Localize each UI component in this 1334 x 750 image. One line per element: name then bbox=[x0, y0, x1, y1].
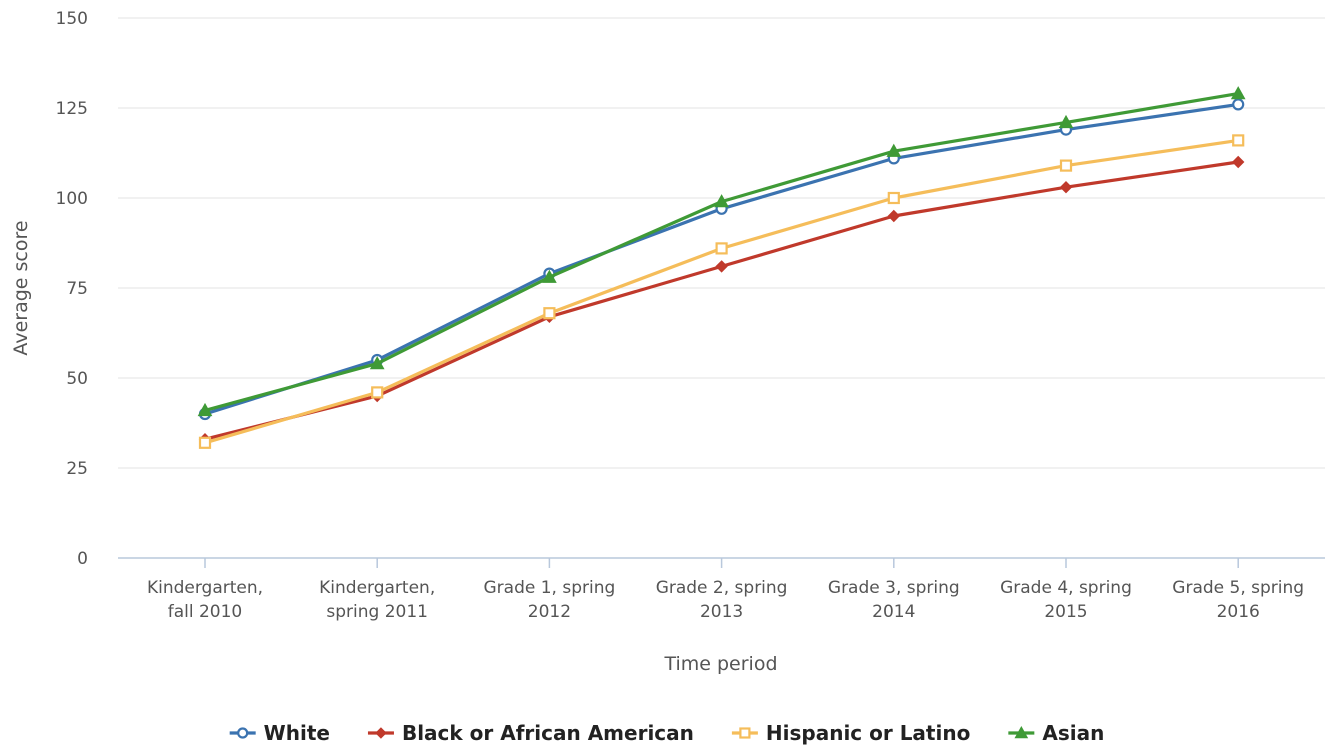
x-tick-label-line: spring 2011 bbox=[326, 602, 428, 622]
legend-item: White bbox=[229, 721, 330, 745]
legend-item: Hispanic or Latino bbox=[731, 721, 970, 745]
square-marker bbox=[1232, 134, 1245, 147]
diamond-marker bbox=[1059, 180, 1073, 194]
x-tick-label-line: Kindergarten, bbox=[319, 578, 435, 598]
x-tick-label-line: 2014 bbox=[872, 602, 915, 622]
x-tick-label: Grade 3, spring 2014 bbox=[828, 578, 960, 622]
legend-label: Asian bbox=[1042, 721, 1104, 745]
y-tick-label-75: 75 bbox=[66, 279, 88, 299]
square-marker bbox=[887, 191, 900, 205]
series-asian bbox=[197, 86, 1246, 417]
x-tick-label: Kindergarten, spring 2011 bbox=[319, 578, 435, 622]
legend-item: Asian bbox=[1008, 721, 1104, 745]
square-marker bbox=[715, 242, 728, 255]
x-tick-label-line: Grade 4, spring bbox=[1000, 578, 1132, 598]
x-axis: Kindergarten, fall 2010 Kindergarten, sprin… bbox=[118, 557, 1325, 622]
x-tick-label-line: 2012 bbox=[528, 602, 571, 622]
diamond-marker bbox=[375, 727, 387, 739]
diamond-marker bbox=[887, 209, 901, 223]
x-tick-label-line: Kindergarten, bbox=[147, 578, 263, 598]
series-hispanic-or-latino bbox=[198, 134, 1245, 449]
square-marker bbox=[371, 386, 384, 399]
y-tick-label-50: 50 bbox=[66, 369, 88, 389]
y-tick-label-0: 0 bbox=[77, 549, 88, 569]
triangle-marker bbox=[1058, 114, 1074, 129]
legend: White Black or African American Hispanic o… bbox=[229, 721, 1104, 745]
circle-marker bbox=[237, 727, 249, 739]
triangle-marker bbox=[886, 143, 902, 157]
x-tick-label: Kindergarten, fall 2010 bbox=[147, 578, 263, 622]
y-tick-label-150: 150 bbox=[56, 9, 88, 29]
triangle-marker bbox=[714, 194, 729, 208]
x-tick-label-line: Grade 2, spring bbox=[656, 578, 788, 598]
square-marker bbox=[198, 436, 212, 449]
x-axis-title: Time period bbox=[663, 653, 777, 675]
y-axis-title: Average score bbox=[10, 220, 32, 355]
series-layer bbox=[197, 86, 1246, 449]
y-tick-label-100: 100 bbox=[56, 189, 88, 209]
legend-label: Hispanic or Latino bbox=[766, 721, 970, 745]
y-tick-label-25: 25 bbox=[66, 459, 88, 479]
x-tick-label: Grade 5, spring 2016 bbox=[1172, 578, 1304, 622]
square-marker bbox=[1059, 159, 1073, 172]
square-marker bbox=[739, 727, 751, 739]
x-tick-label-line: 2016 bbox=[1217, 602, 1260, 622]
triangle-marker bbox=[542, 269, 557, 283]
x-tick-label: Grade 1, spring 2012 bbox=[484, 578, 616, 622]
x-tick-label: Grade 4, spring 2015 bbox=[1000, 578, 1132, 622]
legend-label: White bbox=[264, 721, 330, 745]
y-tick-label-125: 125 bbox=[56, 99, 88, 119]
x-tick-label-line: Grade 1, spring bbox=[484, 578, 616, 598]
x-tick-label: Grade 2, spring 2013 bbox=[656, 578, 788, 622]
circle-marker bbox=[1232, 98, 1245, 111]
y-axis-ticks: 0 25 50 75 100 125 150 bbox=[56, 9, 88, 569]
x-tick-label-line: fall 2010 bbox=[168, 602, 243, 622]
x-tick-label-line: Grade 3, spring bbox=[828, 578, 960, 598]
triangle-marker bbox=[1230, 86, 1246, 100]
series-white bbox=[198, 98, 1245, 421]
diamond-marker bbox=[1231, 155, 1245, 169]
x-tick-label-line: Grade 5, spring bbox=[1172, 578, 1304, 598]
x-tick-label-line: 2015 bbox=[1044, 602, 1087, 622]
triangle-marker bbox=[197, 402, 213, 417]
square-marker bbox=[543, 307, 556, 320]
x-tick-label-line: 2013 bbox=[700, 602, 743, 622]
legend-label: Black or African American bbox=[402, 721, 694, 745]
legend-item: Black or African American bbox=[367, 721, 694, 745]
triangle-marker bbox=[369, 356, 385, 370]
diamond-marker bbox=[715, 260, 728, 273]
triangle-marker bbox=[1014, 725, 1029, 739]
